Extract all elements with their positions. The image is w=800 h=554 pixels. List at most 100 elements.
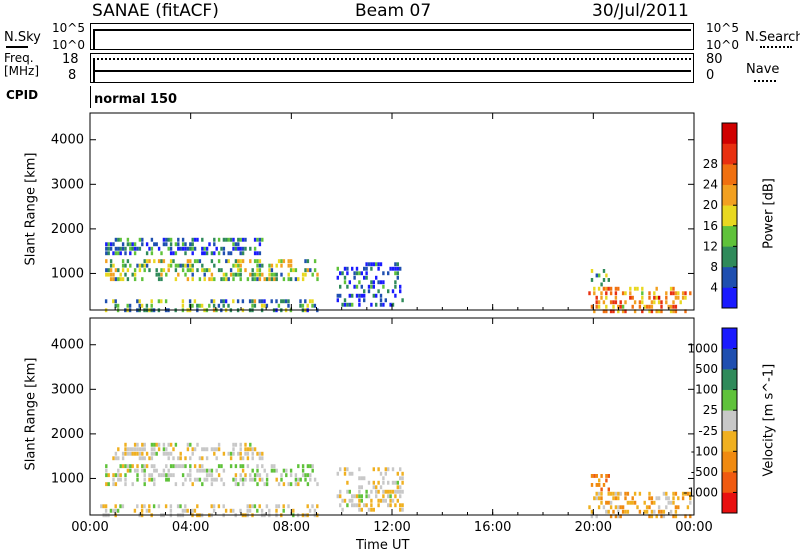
echo-cell xyxy=(370,489,373,494)
echo-cell xyxy=(239,442,242,447)
echo-cell xyxy=(297,477,300,482)
echo-cell xyxy=(114,299,117,304)
echo-cell xyxy=(650,300,654,305)
echo-cell xyxy=(346,271,349,276)
echo-cell xyxy=(619,505,622,510)
echo-cell xyxy=(370,284,373,289)
cpid-value: normal 150 xyxy=(94,92,178,107)
echo-cell xyxy=(258,277,262,282)
echo-cell xyxy=(210,447,214,452)
echo-cell xyxy=(177,237,180,242)
echo-cell xyxy=(229,456,233,461)
echo-cell xyxy=(148,508,151,513)
echo-cell xyxy=(648,496,651,501)
echo-cell xyxy=(256,451,259,456)
echo-cell xyxy=(112,299,115,304)
echo-cell xyxy=(229,268,233,273)
echo-cell xyxy=(143,477,146,482)
echo-cell xyxy=(126,268,130,273)
echo-cell xyxy=(379,298,383,303)
echo-cell xyxy=(372,280,375,285)
echo-cell xyxy=(239,259,242,264)
echo-cell xyxy=(316,504,319,509)
echo-cell xyxy=(672,286,675,291)
echo-cell xyxy=(660,509,663,514)
echo-cell xyxy=(148,246,151,251)
echo-cell xyxy=(140,508,144,513)
echo-cell xyxy=(186,277,190,282)
echo-cell xyxy=(684,514,687,519)
echo-cell xyxy=(669,304,673,309)
echo-cell xyxy=(121,242,125,247)
echo-cell xyxy=(239,477,242,482)
echo-cell xyxy=(167,246,170,251)
echo-cell xyxy=(141,447,144,452)
echo-cell xyxy=(148,259,151,264)
echo-cell xyxy=(379,302,383,307)
echo-cell xyxy=(131,451,134,456)
echo-cell xyxy=(179,464,182,469)
echo-cell xyxy=(674,295,678,300)
echo-cell xyxy=(674,291,678,296)
echo-cell xyxy=(301,277,305,282)
echo-cell xyxy=(126,303,129,308)
echo-cell xyxy=(600,500,603,505)
echo-cell xyxy=(629,291,632,296)
freq-tick-high: 18 xyxy=(62,52,79,67)
echo-cell xyxy=(181,242,185,247)
echo-cell xyxy=(124,442,127,447)
echo-cell xyxy=(222,251,226,256)
echo-cell xyxy=(239,268,242,273)
echo-cell xyxy=(203,268,206,273)
echo-cell xyxy=(208,268,211,273)
y-tick-label: 2000 xyxy=(51,427,84,442)
echo-cell xyxy=(304,259,307,264)
echo-cell xyxy=(246,456,250,461)
echo-cell xyxy=(256,277,259,282)
echo-cell xyxy=(258,263,262,268)
colorbar-tick-label: 1000 xyxy=(687,342,718,356)
echo-cell xyxy=(241,482,245,487)
echo-cell xyxy=(217,473,221,478)
echo-cell xyxy=(370,280,373,285)
echo-cell xyxy=(227,277,230,282)
echo-cell xyxy=(351,494,354,499)
freq-tick-low: 8 xyxy=(68,68,77,83)
echo-cell xyxy=(246,464,250,469)
echo-cell xyxy=(114,277,118,282)
echo-cell xyxy=(114,451,118,456)
echo-cell xyxy=(210,259,214,264)
echo-cell xyxy=(232,442,235,447)
nave-legend-line xyxy=(754,80,776,82)
echo-cell xyxy=(198,259,202,264)
echo-cell xyxy=(176,504,180,509)
echo-cell xyxy=(280,259,283,264)
echo-cell xyxy=(311,272,314,277)
echo-cell xyxy=(253,272,257,277)
echo-cell xyxy=(684,295,687,300)
echo-cell xyxy=(145,242,149,247)
echo-cell xyxy=(299,477,302,482)
echo-cell xyxy=(169,259,173,264)
echo-cell xyxy=(367,289,371,294)
echo-cell xyxy=(360,498,363,503)
echo-cell xyxy=(119,477,122,482)
echo-cell xyxy=(169,442,173,447)
echo-cell xyxy=(114,504,117,509)
echo-cell xyxy=(590,509,594,514)
colorbar-tick-label: -100 xyxy=(691,444,718,458)
echo-region xyxy=(336,262,404,307)
echo-cell xyxy=(394,480,397,485)
echo-cell xyxy=(246,277,250,282)
echo-cell xyxy=(249,442,252,447)
echo-cell xyxy=(112,251,115,256)
echo-cell xyxy=(131,246,134,251)
echo-cell xyxy=(280,477,283,482)
echo-cell xyxy=(377,503,380,508)
echo-cell xyxy=(282,508,285,513)
echo-cell xyxy=(208,473,211,478)
echo-cell xyxy=(234,246,238,251)
echo-cell xyxy=(277,259,281,264)
echo-cell xyxy=(297,464,300,469)
echo-cell xyxy=(379,485,383,490)
